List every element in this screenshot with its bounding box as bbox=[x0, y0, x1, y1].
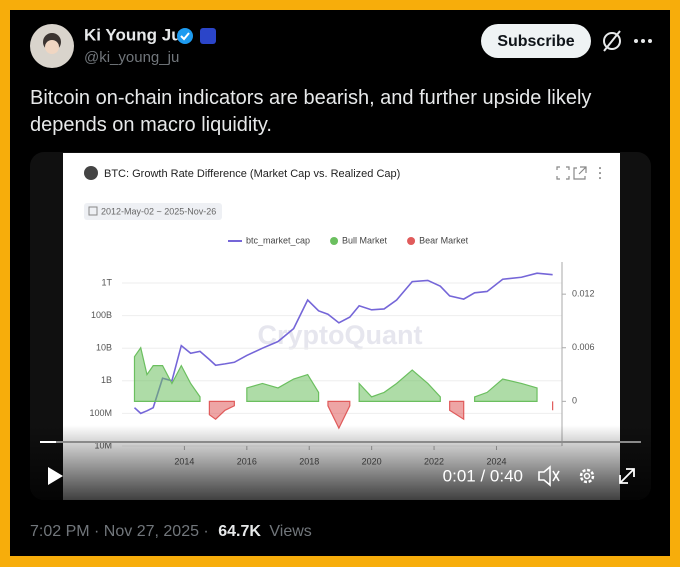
area bbox=[208, 400, 235, 420]
subscribe-label: Subscribe bbox=[497, 33, 574, 50]
tweet-text: Bitcoin on-chain indicators are bearish,… bbox=[30, 87, 592, 136]
y2-tick-label: 0.012 bbox=[572, 289, 595, 299]
y2-tick-label: 0.006 bbox=[572, 342, 595, 352]
video[interactable]: BTC: Growth Rate Difference (Market Cap … bbox=[30, 152, 651, 500]
y-tick-label: 100B bbox=[91, 310, 112, 320]
y-tick-label: 1T bbox=[101, 277, 112, 287]
settings-center bbox=[583, 472, 591, 480]
area bbox=[449, 400, 465, 421]
y2-tick-label: 0 bbox=[572, 396, 577, 406]
views-count: 64.7K bbox=[218, 523, 261, 540]
verified-badge bbox=[177, 28, 193, 44]
legend-swatch bbox=[330, 237, 339, 245]
area bbox=[474, 378, 538, 402]
video-time: 0:01 / 0:40 bbox=[443, 466, 523, 485]
more-icon[interactable] bbox=[634, 39, 652, 43]
share-icon bbox=[573, 166, 587, 180]
y-tick-label: 1B bbox=[101, 375, 112, 385]
grok-icon[interactable] bbox=[603, 32, 621, 50]
date-chip bbox=[84, 203, 222, 220]
grok-slash bbox=[603, 30, 621, 52]
subscribe-button[interactable] bbox=[481, 24, 591, 58]
video-shade bbox=[30, 425, 651, 500]
area bbox=[133, 346, 201, 402]
timestamp[interactable]: 7:02 PM · Nov 27, 2025 · bbox=[30, 523, 209, 540]
legend-label: Bull Market bbox=[342, 235, 388, 245]
timestamp-line: 7:02 PM · Nov 27, 2025 · 64.7K Views bbox=[30, 523, 312, 540]
verified-check bbox=[180, 32, 190, 41]
calendar-icon bbox=[88, 206, 98, 216]
legend-swatch bbox=[407, 237, 416, 245]
author-name[interactable]: Ki Young Ju bbox=[84, 25, 182, 44]
play-button[interactable] bbox=[48, 467, 63, 485]
mute-button[interactable] bbox=[538, 465, 560, 487]
expand-icon bbox=[556, 166, 570, 180]
line bbox=[133, 272, 553, 415]
area bbox=[358, 369, 441, 402]
area bbox=[246, 373, 320, 402]
affiliate-badge bbox=[200, 28, 216, 44]
date-range: 2012-May-02 ~ 2025-Nov-26 bbox=[101, 206, 216, 216]
avatar-face bbox=[45, 40, 59, 54]
author-handle[interactable]: @ki_young_ju bbox=[84, 49, 179, 66]
chart-title: BTC: Growth Rate Difference (Market Cap … bbox=[104, 168, 400, 180]
y-tick-label: 10B bbox=[96, 343, 112, 353]
legend-label: Bear Market bbox=[419, 235, 469, 245]
area bbox=[327, 400, 351, 430]
fullscreen-button[interactable] bbox=[619, 468, 635, 484]
views-label: Views bbox=[269, 523, 311, 540]
avatar-chip bbox=[84, 166, 98, 180]
legend-label: btc_market_cap bbox=[246, 235, 310, 245]
y-tick-label: 100M bbox=[89, 408, 112, 418]
settings-button[interactable] bbox=[579, 468, 595, 484]
watermark: CryptoQuant bbox=[258, 320, 423, 350]
